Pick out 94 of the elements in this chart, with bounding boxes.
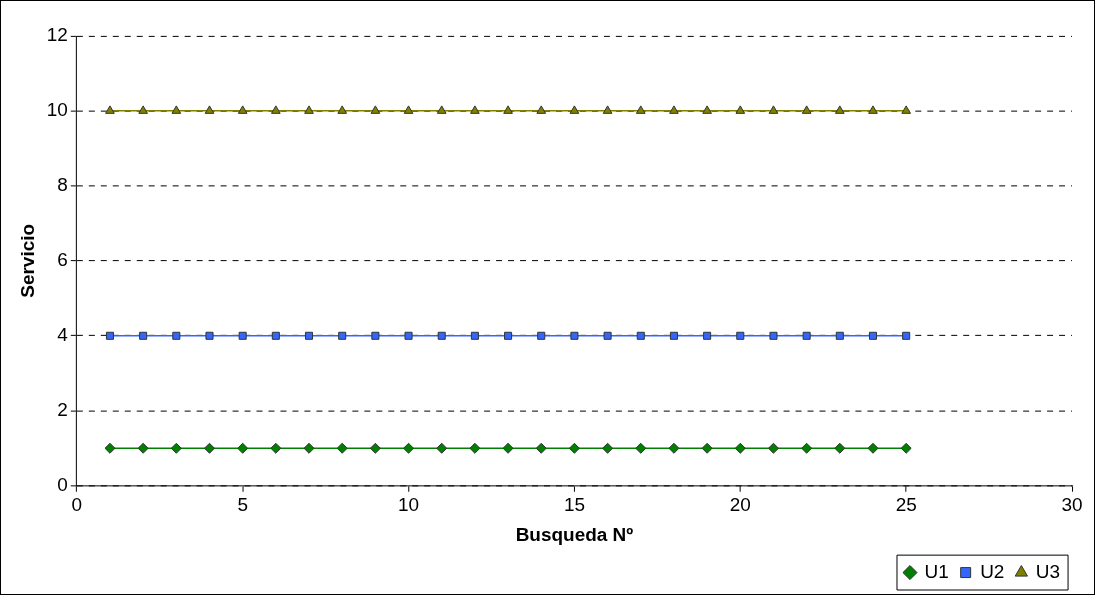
point bbox=[735, 105, 746, 114]
point bbox=[237, 442, 249, 454]
point bbox=[834, 105, 845, 114]
point bbox=[568, 442, 580, 454]
point bbox=[238, 331, 247, 340]
point bbox=[768, 105, 779, 114]
point bbox=[271, 331, 280, 340]
point bbox=[403, 105, 414, 114]
legend-label: U2 bbox=[980, 560, 1005, 582]
point bbox=[304, 331, 314, 340]
point bbox=[338, 331, 347, 340]
point bbox=[336, 442, 348, 454]
point bbox=[104, 442, 116, 454]
point bbox=[867, 442, 879, 454]
legend-label: U1 bbox=[924, 560, 949, 582]
point bbox=[271, 105, 281, 114]
point bbox=[404, 331, 413, 340]
x-tick-label: 15 bbox=[563, 494, 585, 516]
point bbox=[170, 442, 182, 454]
point bbox=[702, 105, 712, 114]
point bbox=[736, 331, 745, 340]
y-axis-title: Servicio bbox=[16, 224, 38, 298]
legend-label: U3 bbox=[1035, 560, 1061, 582]
x-tick-label: 25 bbox=[895, 494, 917, 516]
point bbox=[801, 442, 813, 454]
point bbox=[370, 105, 381, 114]
point bbox=[602, 105, 613, 114]
y-tick-label: 4 bbox=[57, 324, 68, 346]
point bbox=[337, 105, 348, 114]
point bbox=[503, 105, 513, 114]
point bbox=[437, 331, 446, 340]
point bbox=[835, 331, 844, 340]
point bbox=[237, 105, 248, 114]
point bbox=[504, 331, 513, 340]
point bbox=[669, 331, 678, 340]
point bbox=[172, 331, 181, 340]
point bbox=[902, 331, 911, 340]
point bbox=[205, 331, 214, 340]
point bbox=[801, 105, 812, 114]
point bbox=[603, 331, 612, 340]
point bbox=[469, 442, 481, 454]
point bbox=[470, 105, 480, 114]
point bbox=[204, 105, 215, 114]
point bbox=[303, 442, 315, 454]
point bbox=[802, 331, 811, 340]
y-tick-label: 6 bbox=[57, 249, 68, 271]
x-tick-label: 10 bbox=[398, 494, 420, 516]
point bbox=[536, 105, 547, 114]
point bbox=[105, 105, 115, 114]
y-tick-label: 8 bbox=[57, 174, 68, 196]
point bbox=[901, 105, 911, 114]
point bbox=[668, 442, 680, 454]
point bbox=[769, 331, 778, 340]
point bbox=[371, 331, 380, 340]
point bbox=[734, 442, 746, 454]
point bbox=[834, 442, 846, 454]
point bbox=[569, 105, 580, 114]
point bbox=[602, 442, 614, 454]
point bbox=[470, 331, 479, 340]
y-tick-label: 0 bbox=[57, 473, 68, 495]
point bbox=[537, 331, 546, 340]
y-tick-label: 10 bbox=[46, 99, 68, 121]
point bbox=[635, 105, 646, 114]
point bbox=[701, 442, 713, 454]
x-tick-label: 20 bbox=[729, 494, 751, 516]
point bbox=[868, 105, 878, 114]
point bbox=[403, 442, 415, 454]
point bbox=[138, 105, 148, 114]
point bbox=[767, 442, 779, 454]
point bbox=[369, 442, 381, 454]
x-tick-label: 0 bbox=[71, 494, 83, 516]
point bbox=[139, 331, 148, 340]
y-tick-label: 2 bbox=[57, 399, 68, 420]
point bbox=[570, 331, 579, 340]
point bbox=[304, 105, 314, 114]
point bbox=[535, 442, 547, 454]
point bbox=[669, 105, 679, 114]
point bbox=[635, 442, 647, 454]
point bbox=[703, 331, 712, 340]
point bbox=[137, 442, 149, 454]
x-axis-title: Busqueda Nº bbox=[515, 524, 634, 546]
point bbox=[868, 331, 878, 340]
point bbox=[900, 442, 912, 454]
point bbox=[436, 105, 447, 114]
x-tick-label: 5 bbox=[237, 494, 248, 516]
point bbox=[105, 331, 114, 340]
point bbox=[636, 331, 645, 340]
point bbox=[270, 442, 282, 454]
point bbox=[436, 442, 448, 454]
x-tick-label: 30 bbox=[1061, 494, 1083, 516]
point bbox=[502, 442, 514, 454]
point bbox=[204, 442, 215, 454]
point bbox=[171, 105, 182, 114]
y-tick-label: 12 bbox=[46, 24, 68, 46]
